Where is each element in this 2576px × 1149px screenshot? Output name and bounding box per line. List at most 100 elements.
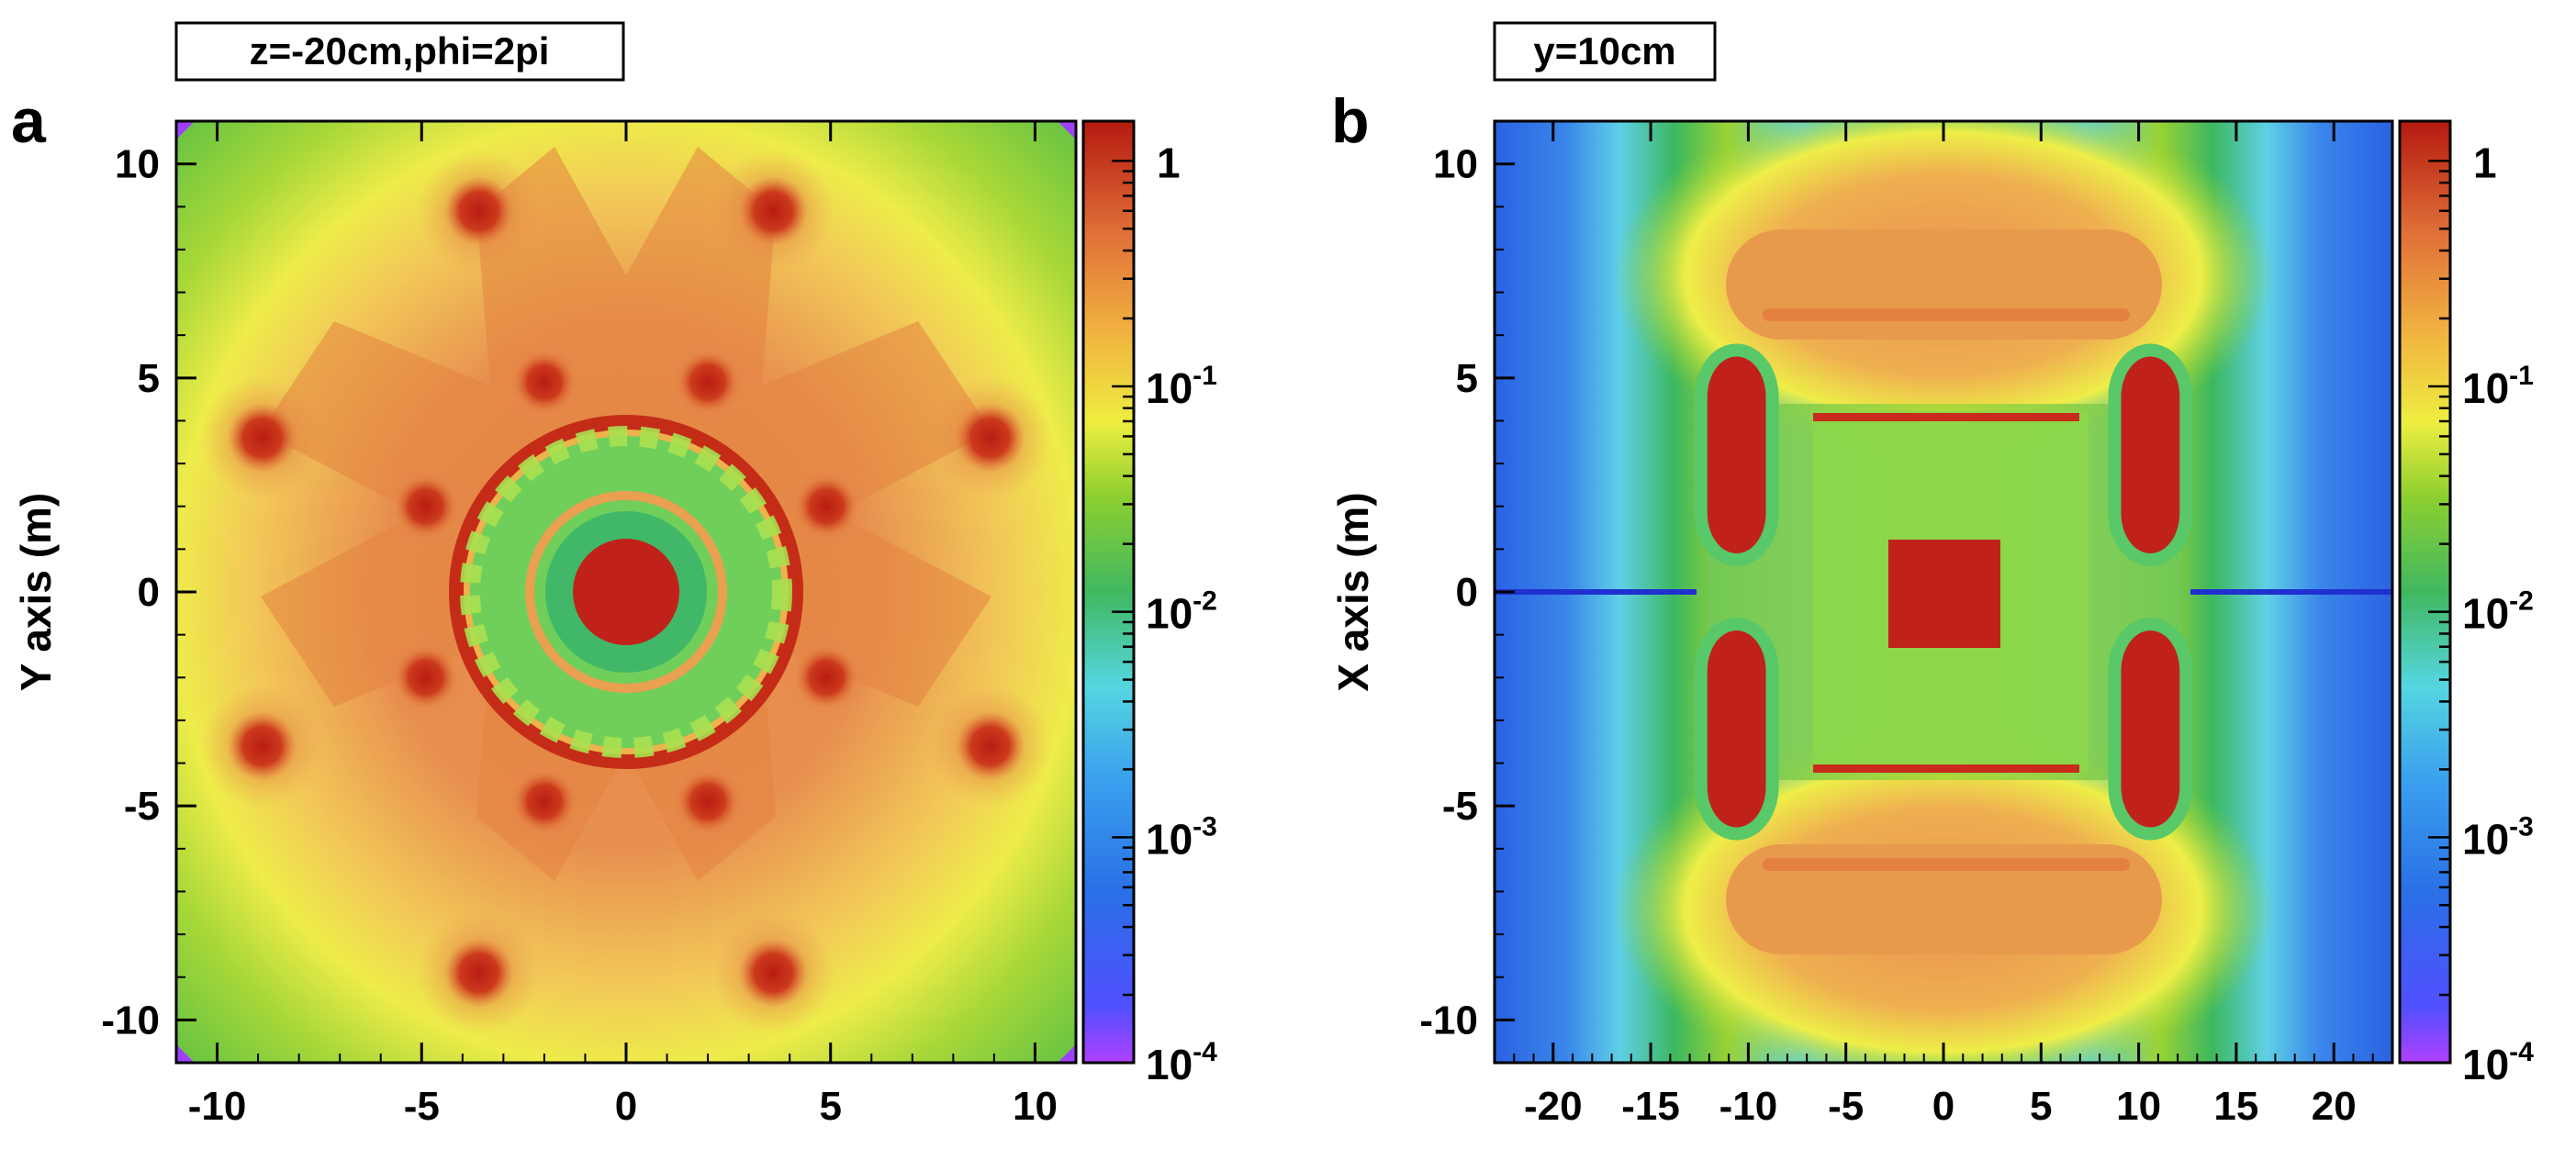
colorbar-b — [2400, 121, 2450, 1063]
x-tick-label: -15 — [1621, 1084, 1680, 1129]
coil-spot-outer — [738, 176, 809, 246]
y-tick-label: 5 — [1456, 356, 1478, 401]
heatmap-a — [176, 121, 1076, 1063]
coil-spot-inner — [795, 646, 857, 708]
title-b: y=10cm — [1533, 29, 1675, 73]
x-tick-label: -20 — [1524, 1084, 1583, 1129]
midline-left — [1495, 589, 1697, 595]
colorbar-tick-exponent: -4 — [1193, 1037, 1217, 1067]
colorbar-tick-exponent: -1 — [1193, 361, 1217, 391]
title-a: z=-20cm,phi=2pi — [250, 29, 550, 73]
colorbar-a — [1083, 121, 1134, 1063]
coil-block — [2121, 630, 2180, 828]
colorbar-tick-label: 10-2 — [2462, 586, 2534, 638]
y-tick-label: 5 — [138, 356, 160, 401]
midline-right — [2190, 589, 2392, 595]
y-tick-label: 10 — [115, 142, 160, 187]
colorbar-tick-exponent: -3 — [1193, 811, 1217, 842]
panel-b: 10-410-310-210-11 y=10cm b X axis (m) -2… — [1329, 21, 2534, 1129]
coil-spot-outer — [955, 403, 1025, 473]
colorbar-tick-label: 10-3 — [1146, 811, 1217, 863]
colorbar-b-frame — [2398, 119, 2452, 1065]
coil-spot-outer — [955, 711, 1025, 781]
colorbar-tick-label: 10-1 — [2462, 361, 2534, 412]
panel-a: 10-410-310-210-11 z=-20cm,phi=2pi a Y ax… — [11, 21, 1217, 1129]
coil-block — [1707, 356, 1766, 554]
coil-spot-outer — [738, 938, 809, 1008]
coil-spot-outer — [443, 176, 514, 246]
inner-ring — [525, 491, 727, 693]
y-tick-label: 0 — [138, 570, 160, 615]
coil-spot-outer — [227, 711, 297, 781]
colorbar-tick-label: 10-1 — [1146, 361, 1217, 412]
coil-spot-outer — [443, 938, 514, 1008]
plate-bottom — [1813, 764, 2079, 773]
axes-a: -10 -5 0 5 10 -10 -5 0 5 10 — [101, 120, 1077, 1129]
x-tick-label: 15 — [2213, 1084, 2258, 1129]
colorbar-tick-label: 10-4 — [1146, 1037, 1217, 1088]
coil-spots-a — [200, 150, 1052, 1034]
y-tick-label: -10 — [101, 998, 160, 1043]
colorbar-tick-exponent: -1 — [2509, 361, 2534, 391]
x-tick-label: -10 — [188, 1084, 247, 1129]
coil-spot-inner — [395, 475, 457, 538]
coil-block — [1707, 630, 1766, 828]
coil-spot-inner — [513, 351, 576, 413]
colorbar-tick-label: 10-4 — [2462, 1037, 2534, 1088]
ring-segments — [460, 426, 792, 758]
plate-top — [1813, 413, 2079, 421]
coil-spot-outer — [227, 403, 297, 473]
coil-spot-inner — [395, 646, 457, 708]
corner-tl — [176, 121, 195, 139]
ylabel-b: X axis (m) — [1329, 492, 1377, 691]
coil-block — [2121, 356, 2180, 554]
colorbar-a-frame — [1081, 119, 1136, 1065]
lobe-bottom-band — [1763, 858, 2130, 871]
x-tick-label: 10 — [1013, 1084, 1058, 1129]
coil-spot-inner — [677, 351, 739, 413]
panel-letter-a: a — [11, 86, 47, 156]
x-tick-label: -10 — [1719, 1084, 1778, 1129]
coil-spot-inner — [677, 771, 739, 832]
corner-br — [1058, 1044, 1076, 1063]
x-tick-label: 10 — [2116, 1084, 2161, 1129]
colorbar-tick-label: 10-3 — [2462, 811, 2534, 863]
lobe-top-core — [1726, 229, 2162, 340]
y-tick-label: -10 — [1419, 998, 1478, 1043]
colorbar-tick-exponent: -4 — [2509, 1037, 2534, 1067]
x-tick-label: 5 — [819, 1084, 841, 1129]
x-tick-label: 20 — [2312, 1084, 2357, 1129]
y-tick-label: 10 — [1433, 142, 1478, 187]
colorbar-b-ticks: 10-4 10-3 10-2 10-1 1 — [2428, 139, 2534, 1088]
lobe-bottom-core — [1726, 844, 2162, 954]
y-tick-label: -5 — [124, 784, 160, 829]
colorbar-tick-exponent: -3 — [2509, 811, 2534, 842]
corner-tr — [1058, 121, 1076, 139]
coil-spot-inner — [795, 475, 857, 538]
title-box-b — [1493, 21, 1717, 82]
colorbar-top-label: 1 — [1157, 139, 1181, 186]
colorbar-tick-label: 10-2 — [1146, 586, 1217, 638]
axes-b: -20 -15 -10 -5 0 5 10 15 20 -10 -5 0 5 10 — [1419, 120, 2393, 1129]
y-tick-label: 0 — [1456, 570, 1478, 615]
panel-letter-b: b — [1331, 86, 1370, 156]
core-block — [1888, 540, 2000, 648]
colorbar-a-ticks: 10-4 10-3 10-2 10-1 1 — [1112, 139, 1217, 1088]
x-tick-label: 5 — [2030, 1084, 2052, 1129]
outer-ring — [449, 415, 803, 769]
x-tick-label: -5 — [1828, 1084, 1864, 1129]
x-tick-label: 0 — [1932, 1084, 1954, 1129]
lobe-top-band — [1763, 308, 2130, 321]
y-tick-label: -5 — [1442, 784, 1478, 829]
colorbar-tick-exponent: -2 — [1193, 586, 1217, 617]
colorbar-top-label: 1 — [2473, 139, 2497, 186]
title-box-a — [174, 21, 625, 82]
colorbar-tick-exponent: -2 — [2509, 586, 2534, 617]
coil-blocks-b — [1694, 343, 2193, 841]
x-tick-label: 0 — [615, 1084, 637, 1129]
core — [573, 539, 679, 645]
corner-bl — [176, 1044, 195, 1063]
heatmap-b — [1495, 121, 2392, 1063]
